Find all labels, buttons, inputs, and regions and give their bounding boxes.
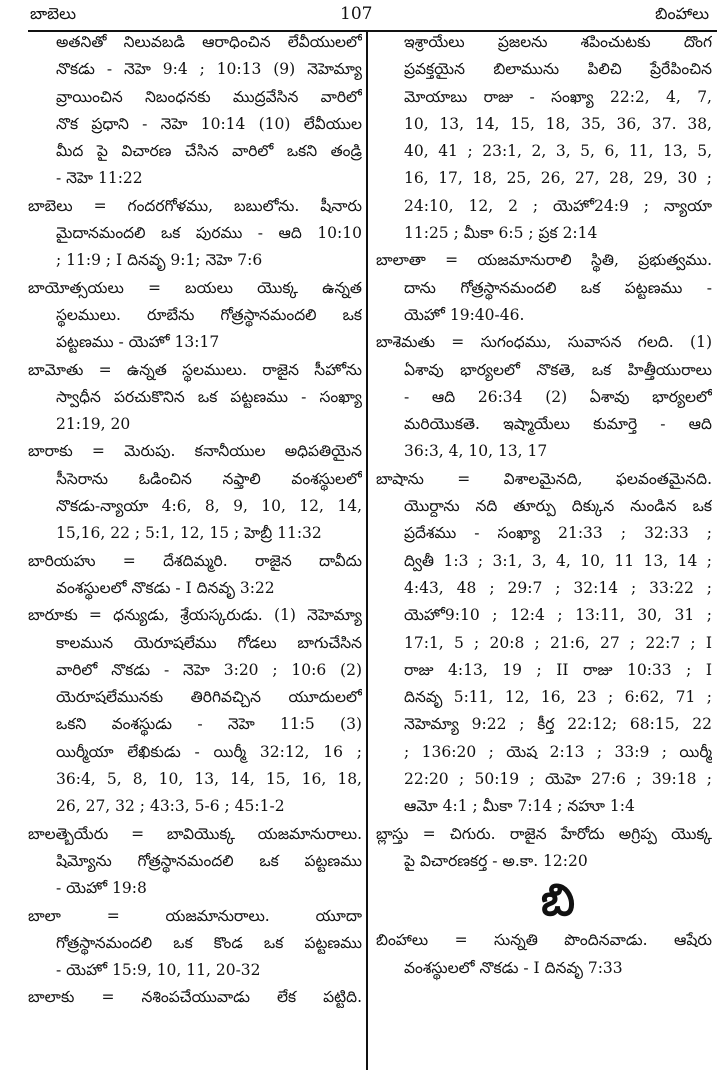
entry-headword-line: బాషాను = విశాలమైనది, ఫలవంతమైనది. [376,469,712,488]
entry-headword-line: బాశెమతు = సుగంధము, సువాసన గలది. (1) [376,333,712,352]
entry-text-line: గోత్రస్థానమందలి ఒక కొండ ఒక పట్టణము [56,933,362,952]
entry-text-line: స్థలములు. రూబేను గోత్రస్థానమందలి ఒక [56,305,362,324]
entry-text-line: మైదానమందలి ఒక పురము - ఆది 10:10 [56,224,362,243]
dictionary-entry: బింహాలు = సున్నతి పొందినవాడు. ఆషేరు వంశస్… [376,927,712,982]
entry-text-line: 17:1, 5 ; 20:8 ; 21:6, 27 ; 22:7 ; I [404,633,712,652]
dictionary-entry: ఇశ్రాయేలు ప్రజలను శపించుటకు దొంగ ప్రవక్తయ… [376,29,712,247]
entry-text-line: షిమ్యోను గోత్రస్థానమందలి ఒక పట్టణము [56,851,362,870]
entry-text-line: మోయాబు రాజు - సంఖ్యా 22:2, 4, 7, [404,87,712,106]
entry-text-line: స్వాధీన పరచుకొనిన ఒక పట్టణము - సంఖ్యా [56,387,362,406]
entry-headword-line: బాలత్బెయేరు = బావియొక్క యజమానురాలు. [28,824,362,843]
entry-headword-line: బారియహు = దేశదిమ్మరి. రాజైన దావీదు [28,551,362,570]
entry-text-line: 24:10, 12, 2 ; యెహో24:9 ; న్యాయా [404,196,712,215]
entry-text-line: వారిలో నొకడు - నెహె 3:20 ; 10:6 (2) [56,660,362,679]
dictionary-entry: బారూకు = ధన్యుడు, శ్రేయస్కరుడు. (1) నెహె… [28,602,362,820]
entry-headword-line: బాబెలు = గందరగోళము, బబులోను. షీనారు [28,196,362,215]
entry-text-line: పట్టణము - యెహో 13:17 [56,333,220,352]
entry-text-line: నెహెమ్యా 9:22 ; కీర్త 22:12; 68:15, 22 [404,715,712,734]
entry-headword-line: బాలాకు = నశింపచేయువాడు లేక పట్టిది. [28,988,362,1007]
entry-text-line: యెహో 19:40-46. [404,305,525,324]
dictionary-entry: అతనితో నిలువబడి ఆరాధించిన లేవీయులలో నొకడు… [28,29,362,193]
dictionary-entry: బాలాతా = యజమానురాలి స్థితి, ప్రభుత్వము. ద… [376,247,712,329]
entry-text-line: 21:19, 20 [56,415,131,434]
entry-text-line: నొకడు - నెహె 9:4 ; 10:13 (9) నెహెమ్యా [56,60,362,79]
entry-text-line: - ఆది 26:34 (2) ఏశావు భార్యలలో [404,387,712,406]
entry-text-line: మరియొకతె. ఇష్మాయేలు కుమార్తె - ఆది [404,415,712,434]
entry-text-line: యెహో9:10 ; 12:4 ; 13:11, 30, 31 ; [404,606,712,625]
entry-text-line: యిర్మీయా లేఖికుడు - యిర్మీ 32:12, 16 ; [56,742,362,761]
entry-text-line: రాజు 4:13, 19 ; II రాజు 10:33 ; I [404,660,712,679]
entry-text-line: 16, 17, 18, 25, 26, 27, 28, 29, 30 ; [404,169,712,188]
entry-text-line: 15,16, 22 ; 5:1, 12, 15 ; హెబ్రీ 11:32 [56,524,322,543]
dictionary-entry: బాలాకు = నశింపచేయువాడు లేక పట్టిది. [28,984,362,1011]
entry-text-line: - యెహో 19:8 [56,879,147,898]
entry-headword-line: బాలా = యజమానురాలు. యూదా [28,906,362,925]
entry-text-line: సీసెరాను ఓడించిన నఫ్తాలి వంశస్థులలో [56,469,362,488]
entry-text-line: ప్రదేశము - సంఖ్యా 21:33 ; 32:33 ; [404,524,712,543]
dictionary-entry: బాలా = యజమానురాలు. యూదా గోత్రస్థానమందలి ఒ… [28,903,362,985]
entry-text-line: యొర్దాను నది తూర్పు దిక్కున నుండిన ఒక [404,497,712,516]
dictionary-entry: బ్లాస్తు = చిగురు. రాజైన హేరోదు అగ్రిప్ప… [376,821,712,876]
entry-text-line: నొక ప్రధాని - నెహె 10:14 (10) లేవీయుల [56,114,362,133]
entry-headword-line: బాయోత్సయలు = బయలు యొక్క ఉన్నత [28,278,362,297]
entry-text-line: 4:43, 48 ; 29:7 ; 32:14 ; 33:22 ; [404,578,712,597]
dictionary-entry: బారాకు = మెరుపు. కనానీయుల అధిపతియైన సీసెర… [28,438,362,547]
dictionary-entry: బాయోత్సయలు = బయలు యొక్క ఉన్నత స్థలములు. ర… [28,275,362,357]
dictionary-entry: బాబెలు = గందరగోళము, బబులోను. షీనారు మైదాన… [28,193,362,275]
entry-text-line: 36:4, 5, 8, 10, 13, 14, 15, 16, 18, [56,770,362,789]
dictionary-entry: బాశెమతు = సుగంధము, సువాసన గలది. (1) ఏశావు… [376,329,712,465]
entry-text-line: ; 11:9 ; I దినవృ 9:1; నెహె 7:6 [56,251,263,270]
entry-text-line: వంశస్థులలో నొకడు - I దినవృ 3:22 [56,578,275,597]
entry-text-line: పై విచారణకర్త - అ.కా. 12:20 [404,851,588,870]
entry-headword-line: బింహాలు = సున్నతి పొందినవాడు. ఆషేరు [376,931,712,950]
entry-text-line: ద్వితీ 1:3 ; 3:1, 3, 4, 10, 11 13, 14 ; [404,551,712,570]
dictionary-entry: బాషాను = విశాలమైనది, ఫలవంతమైనది. యొర్దాను… [376,466,712,821]
entry-text-line: ఒకని వంశస్థుడు - నెహె 11:5 (3) [56,715,362,734]
running-head-left: బాబెలు [30,4,77,23]
entry-text-line: మీద పై విచారణ చేసిన వారిలో ఒకని తండ్రి [56,142,362,161]
entry-text-line: 22:20 ; 50:19 ; యెహె 27:6 ; 39:18 ; [404,770,712,789]
entry-text-line: దాను గోత్రస్థానమందలి ఒక పట్టణము - [404,278,712,297]
entry-text-line: వంశస్థులలో నొకడు - I దినవృ 7:33 [404,958,623,977]
entry-text-line: 11:25 ; మీకా 6:5 ; ప్రక 2:14 [404,224,598,243]
dictionary-entry: బామోతు = ఉన్నత స్థలములు. రాజైన సీహోను స్వ… [28,357,362,439]
page-number: 107 [340,4,373,24]
running-head-right: బింహాలు [655,4,709,23]
entry-headword-line: బాలాతా = యజమానురాలి స్థితి, ప్రభుత్వము. [376,251,712,270]
entry-text-line: 26, 27, 32 ; 43:3, 5-6 ; 45:1-2 [56,797,285,816]
entry-text-line: కాలమున యెరూషలేము గోడలు బాగుచేసిన [56,633,362,652]
entry-headword-line: బామోతు = ఉన్నత స్థలములు. రాజైన సీహోను [28,360,362,379]
entry-text-line: ; 136:20 ; యెష 2:13 ; 33:9 ; యిర్మీ [404,742,712,761]
section-letter: బి [541,875,575,927]
right-column: ఇశ్రాయేలు ప్రజలను శపించుటకు దొంగ ప్రవక్తయ… [376,29,712,982]
entry-text-line: దినవృ 5:11, 12, 16, 23 ; 6:62, 71 ; [404,688,712,707]
entry-text-line: - నెహె 11:22 [56,169,143,188]
dictionary-entry: బారియహు = దేశదిమ్మరి. రాజైన దావీదు వంశస్థ… [28,548,362,603]
entry-text-line: యెరూషలేమునకు తిరిగివచ్చిన యూదులలో [56,688,362,707]
entry-text-line: - యెహో 15:9, 10, 11, 20-32 [56,961,261,980]
entry-headword-line: బారాకు = మెరుపు. కనానీయుల అధిపతియైన [28,442,362,461]
entry-headword-line: బ్లాస్తు = చిగురు. రాజైన హేరోదు అగ్రిప్ప… [376,824,712,843]
left-column: అతనితో నిలువబడి ఆరాధించిన లేవీయులలో నొకడు… [28,29,362,1012]
entry-text-line: ఆమో 4:1 ; మీకా 7:14 ; నహూ 1:4 [404,797,635,816]
entry-text-line: ఏశావు భార్యలలో నొకతె, ఒక హిత్తీయురాలు [404,360,712,379]
entry-text-line: 36:3, 4, 10, 13, 17 [404,442,548,461]
entry-text-line: 10, 13, 14, 15, 18, 35, 36, 37. 38, [404,114,712,133]
entry-headword-line: బారూకు = ధన్యుడు, శ్రేయస్కరుడు. (1) నెహె… [28,606,362,625]
dictionary-entry: బాలత్బెయేరు = బావియొక్క యజమానురాలు. షిమ్య… [28,821,362,903]
entry-text-line: ప్రవక్తయైన బిలామును పిలిచి ప్రేరేపించిన [404,60,712,79]
entry-text-line: నొకడు-న్యాయా 4:6, 8, 9, 10, 12, 14, [56,497,362,516]
entry-text-line: వ్రాయించిన నిబంధనకు ముద్రవేసిన వారిలో [56,87,362,106]
header-rule [28,30,717,32]
entry-text-line: అతనితో నిలువబడి ఆరాధించిన లేవీయులలో [56,33,362,51]
column-divider [366,30,368,1070]
entry-text-line: ఇశ్రాయేలు ప్రజలను శపించుటకు దొంగ [404,33,712,51]
entry-text-line: 40, 41 ; 23:1, 2, 3, 5, 6, 11, 13, 5, [404,142,712,161]
